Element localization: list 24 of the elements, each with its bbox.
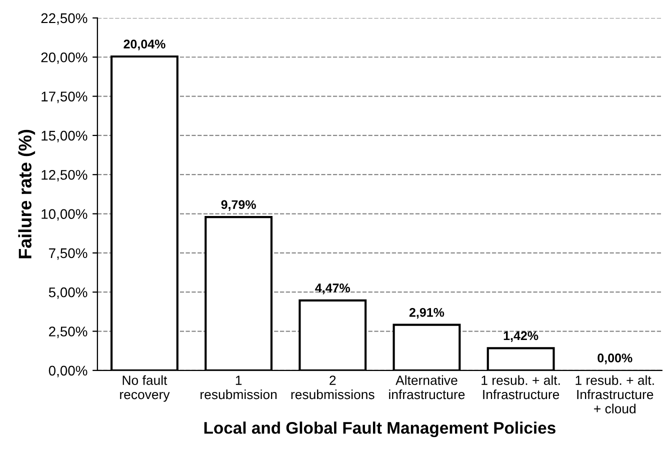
x-tick-label: No fault recovery: [120, 375, 170, 402]
x-tick-label: Alternative infrastructure: [389, 375, 465, 400]
data-label: 2,91%: [409, 308, 444, 319]
y-tick-label: 7,50%: [49, 248, 88, 260]
y-tick-label: 15,00%: [42, 130, 88, 142]
data-label: 1,42%: [504, 331, 538, 342]
y-tick-label: 2,50%: [49, 326, 88, 338]
x-axis-title: Local and Global Fault Management Policies: [204, 422, 556, 438]
y-axis-title: Failure rate (%): [18, 130, 36, 258]
x-tick-label: 1 resubmission: [200, 376, 277, 400]
y-tick-label: 20,00%: [41, 52, 88, 64]
x-tick-label: 1 resub. + alt. Infrastructure: [482, 375, 560, 400]
y-tick-label: 22,50%: [41, 13, 88, 25]
y-tick-label: 17,50%: [42, 92, 88, 104]
data-label: 9,79%: [221, 200, 256, 211]
y-tick-label: 5,00%: [48, 287, 88, 299]
data-label: 20,04%: [124, 40, 166, 50]
data-label: 0,00%: [598, 354, 632, 364]
y-tick-label: 12,50%: [42, 170, 88, 182]
y-tick-label: 10,00%: [42, 209, 88, 221]
data-label: 4,47%: [315, 284, 350, 294]
y-tick-label: 0,00%: [48, 366, 88, 378]
x-tick-label: 2 resubmissions: [291, 376, 374, 400]
x-tick-label: 1 resub. + alt. Infrastructure + cloud: [576, 375, 654, 414]
